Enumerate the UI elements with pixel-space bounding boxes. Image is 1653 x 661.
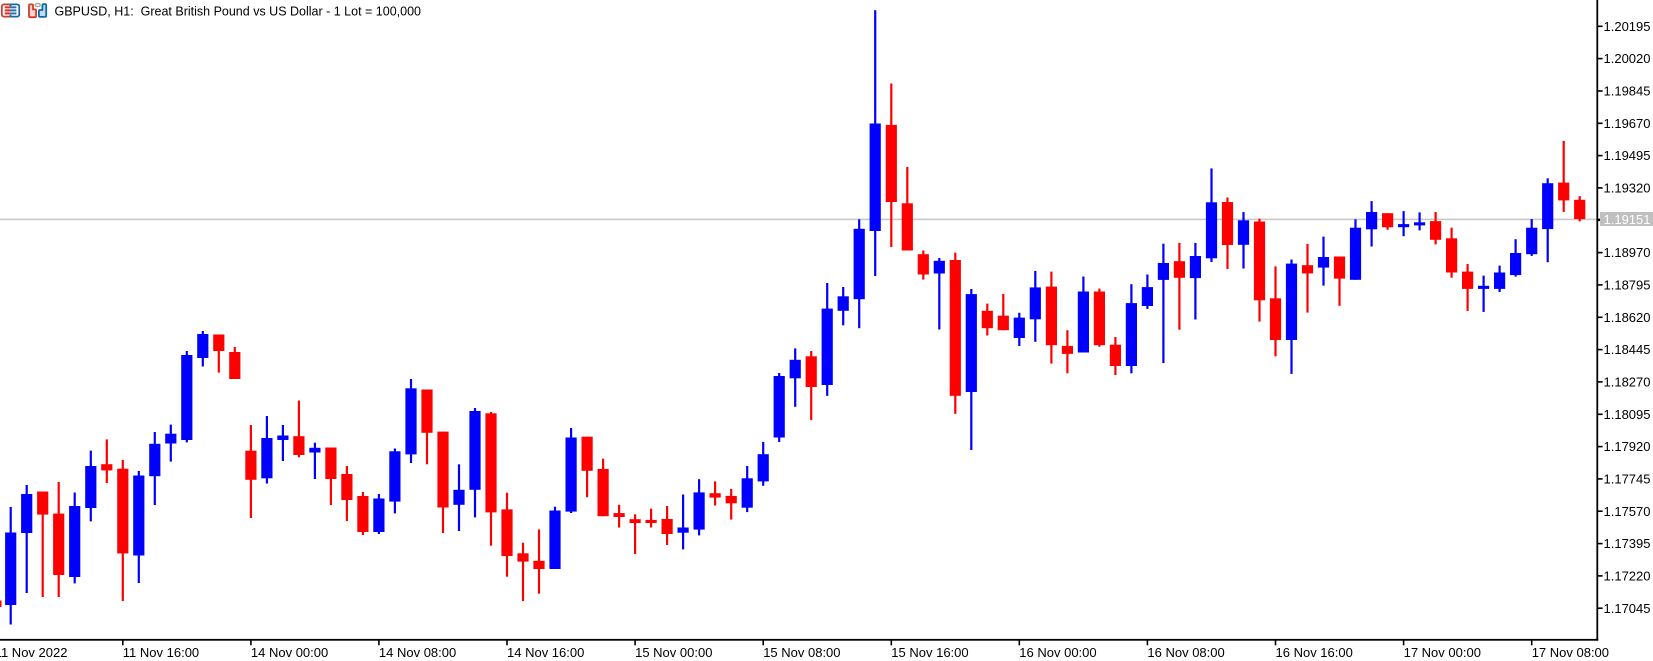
svg-text:GBPUSD, H1: Great British Pou: GBPUSD, H1: Great British Pound vs US Do… xyxy=(55,4,422,18)
svg-text:1.18970: 1.18970 xyxy=(1604,245,1651,260)
svg-text:1.17045: 1.17045 xyxy=(1604,601,1651,616)
svg-text:15 Nov 00:00: 15 Nov 00:00 xyxy=(635,645,712,660)
svg-text:17 Nov 08:00: 17 Nov 08:00 xyxy=(1532,645,1609,660)
svg-text:11 Nov 2022: 11 Nov 2022 xyxy=(0,645,67,660)
svg-text:1.17570: 1.17570 xyxy=(1604,504,1651,519)
svg-text:15 Nov 08:00: 15 Nov 08:00 xyxy=(763,645,840,660)
svg-text:1.18095: 1.18095 xyxy=(1604,407,1651,422)
svg-text:1.17745: 1.17745 xyxy=(1604,472,1651,487)
svg-text:16 Nov 08:00: 16 Nov 08:00 xyxy=(1147,645,1224,660)
svg-text:14 Nov 08:00: 14 Nov 08:00 xyxy=(379,645,456,660)
svg-text:14 Nov 00:00: 14 Nov 00:00 xyxy=(251,645,328,660)
svg-text:1.17395: 1.17395 xyxy=(1604,536,1651,551)
svg-text:1.18270: 1.18270 xyxy=(1604,375,1651,390)
svg-text:16 Nov 00:00: 16 Nov 00:00 xyxy=(1019,645,1096,660)
svg-text:1.17220: 1.17220 xyxy=(1604,569,1651,584)
svg-text:1.19670: 1.19670 xyxy=(1604,116,1651,131)
svg-text:14 Nov 16:00: 14 Nov 16:00 xyxy=(507,645,584,660)
svg-text:1.18445: 1.18445 xyxy=(1604,342,1651,357)
svg-text:11 Nov 16:00: 11 Nov 16:00 xyxy=(123,645,199,660)
svg-text:15 Nov 16:00: 15 Nov 16:00 xyxy=(891,645,968,660)
svg-text:1.18620: 1.18620 xyxy=(1604,310,1651,325)
svg-text:1.19320: 1.19320 xyxy=(1604,181,1651,196)
svg-text:1.19495: 1.19495 xyxy=(1604,148,1651,163)
svg-text:1.20195: 1.20195 xyxy=(1604,19,1651,34)
svg-text:1.19845: 1.19845 xyxy=(1604,84,1651,99)
svg-text:17 Nov 00:00: 17 Nov 00:00 xyxy=(1404,645,1481,660)
svg-text:1.18795: 1.18795 xyxy=(1604,278,1651,293)
svg-text:16 Nov 16:00: 16 Nov 16:00 xyxy=(1276,645,1353,660)
svg-text:1.17920: 1.17920 xyxy=(1604,439,1651,454)
svg-text:1.19151: 1.19151 xyxy=(1604,212,1651,227)
svg-text:1.20020: 1.20020 xyxy=(1604,51,1651,66)
